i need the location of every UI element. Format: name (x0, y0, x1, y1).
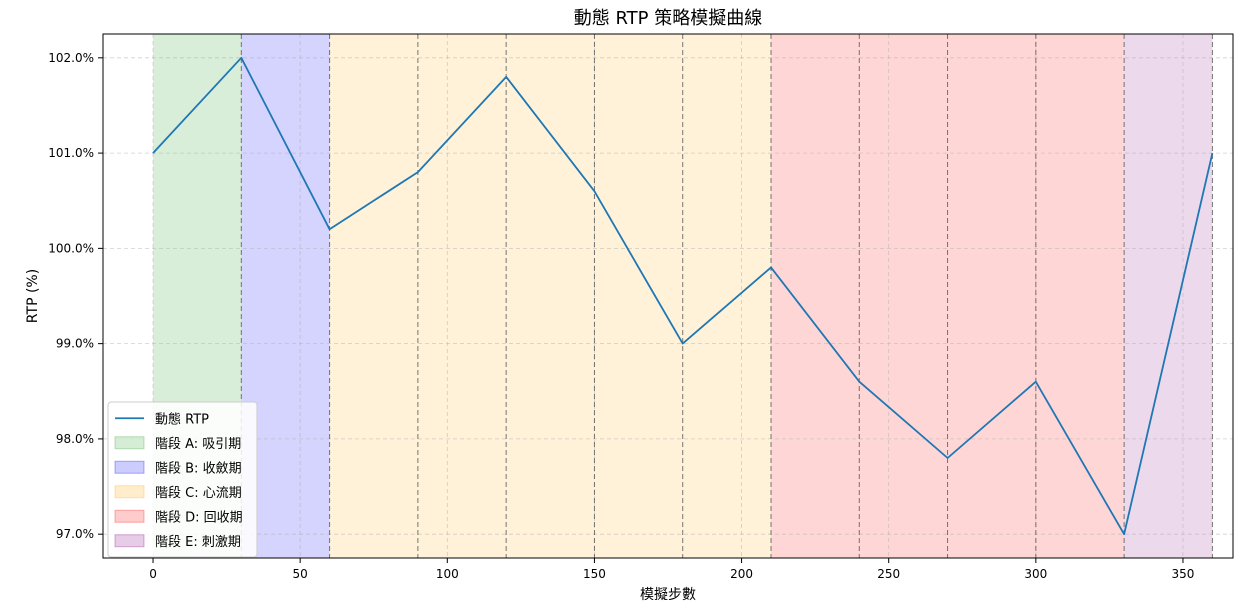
y-tick-label: 98.0% (56, 432, 94, 446)
legend-label: 階段 C: 心流期 (155, 486, 242, 501)
x-tick-label: 300 (1024, 567, 1047, 581)
legend-label: 階段 A: 吸引期 (155, 437, 241, 452)
series-lines (152, 56, 1214, 536)
y-tick-label: 99.0% (56, 337, 94, 351)
legend-label: 階段 B: 收斂期 (155, 460, 242, 476)
legend-label: 階段 E: 刺激期 (155, 535, 241, 550)
phase-bands (153, 34, 1213, 558)
y-tick-label: 100.0% (48, 241, 94, 255)
x-tick-label: 250 (877, 567, 900, 581)
y-tick-label: 97.0% (56, 527, 94, 541)
chart-title: 動態 RTP 策略模擬曲線 (574, 8, 763, 29)
x-tick-label: 200 (730, 567, 753, 581)
x-axis-ticks: 0 50 100 150 200 250 300 350 (149, 558, 1194, 581)
x-axis-label: 模擬步數 (640, 587, 696, 603)
legend-label: 階段 D: 回收期 (155, 510, 243, 525)
phase-band-c (329, 34, 771, 558)
legend-swatch-phase-b (114, 460, 145, 474)
phase-divider-lines (240, 34, 1213, 558)
legend-swatch-phase-a (114, 436, 145, 450)
x-tick-label: 100 (436, 567, 459, 581)
y-tick-label: 102.0% (48, 51, 94, 65)
x-tick-label: 350 (1172, 567, 1195, 581)
rtp-line (152, 56, 1214, 536)
y-axis-label: RTP (%) (25, 269, 41, 323)
x-tick-label: 50 (293, 567, 308, 581)
legend-swatch-phase-e (114, 534, 145, 548)
x-tick-label: 0 (149, 567, 157, 581)
legend-swatch-phase-d (114, 509, 145, 523)
legend-label: 動態 RTP (155, 411, 209, 427)
legend-swatch-phase-c (114, 485, 145, 499)
phase-band-d (770, 34, 1125, 558)
plot-frame (102, 33, 1234, 559)
y-tick-label: 101.0% (48, 146, 94, 160)
x-tick-label: 150 (583, 567, 606, 581)
legend-box (107, 401, 258, 558)
y-axis-ticks: 97.0% 98.0% 99.0% 100.0% 101.0% 102.0% (48, 51, 103, 541)
